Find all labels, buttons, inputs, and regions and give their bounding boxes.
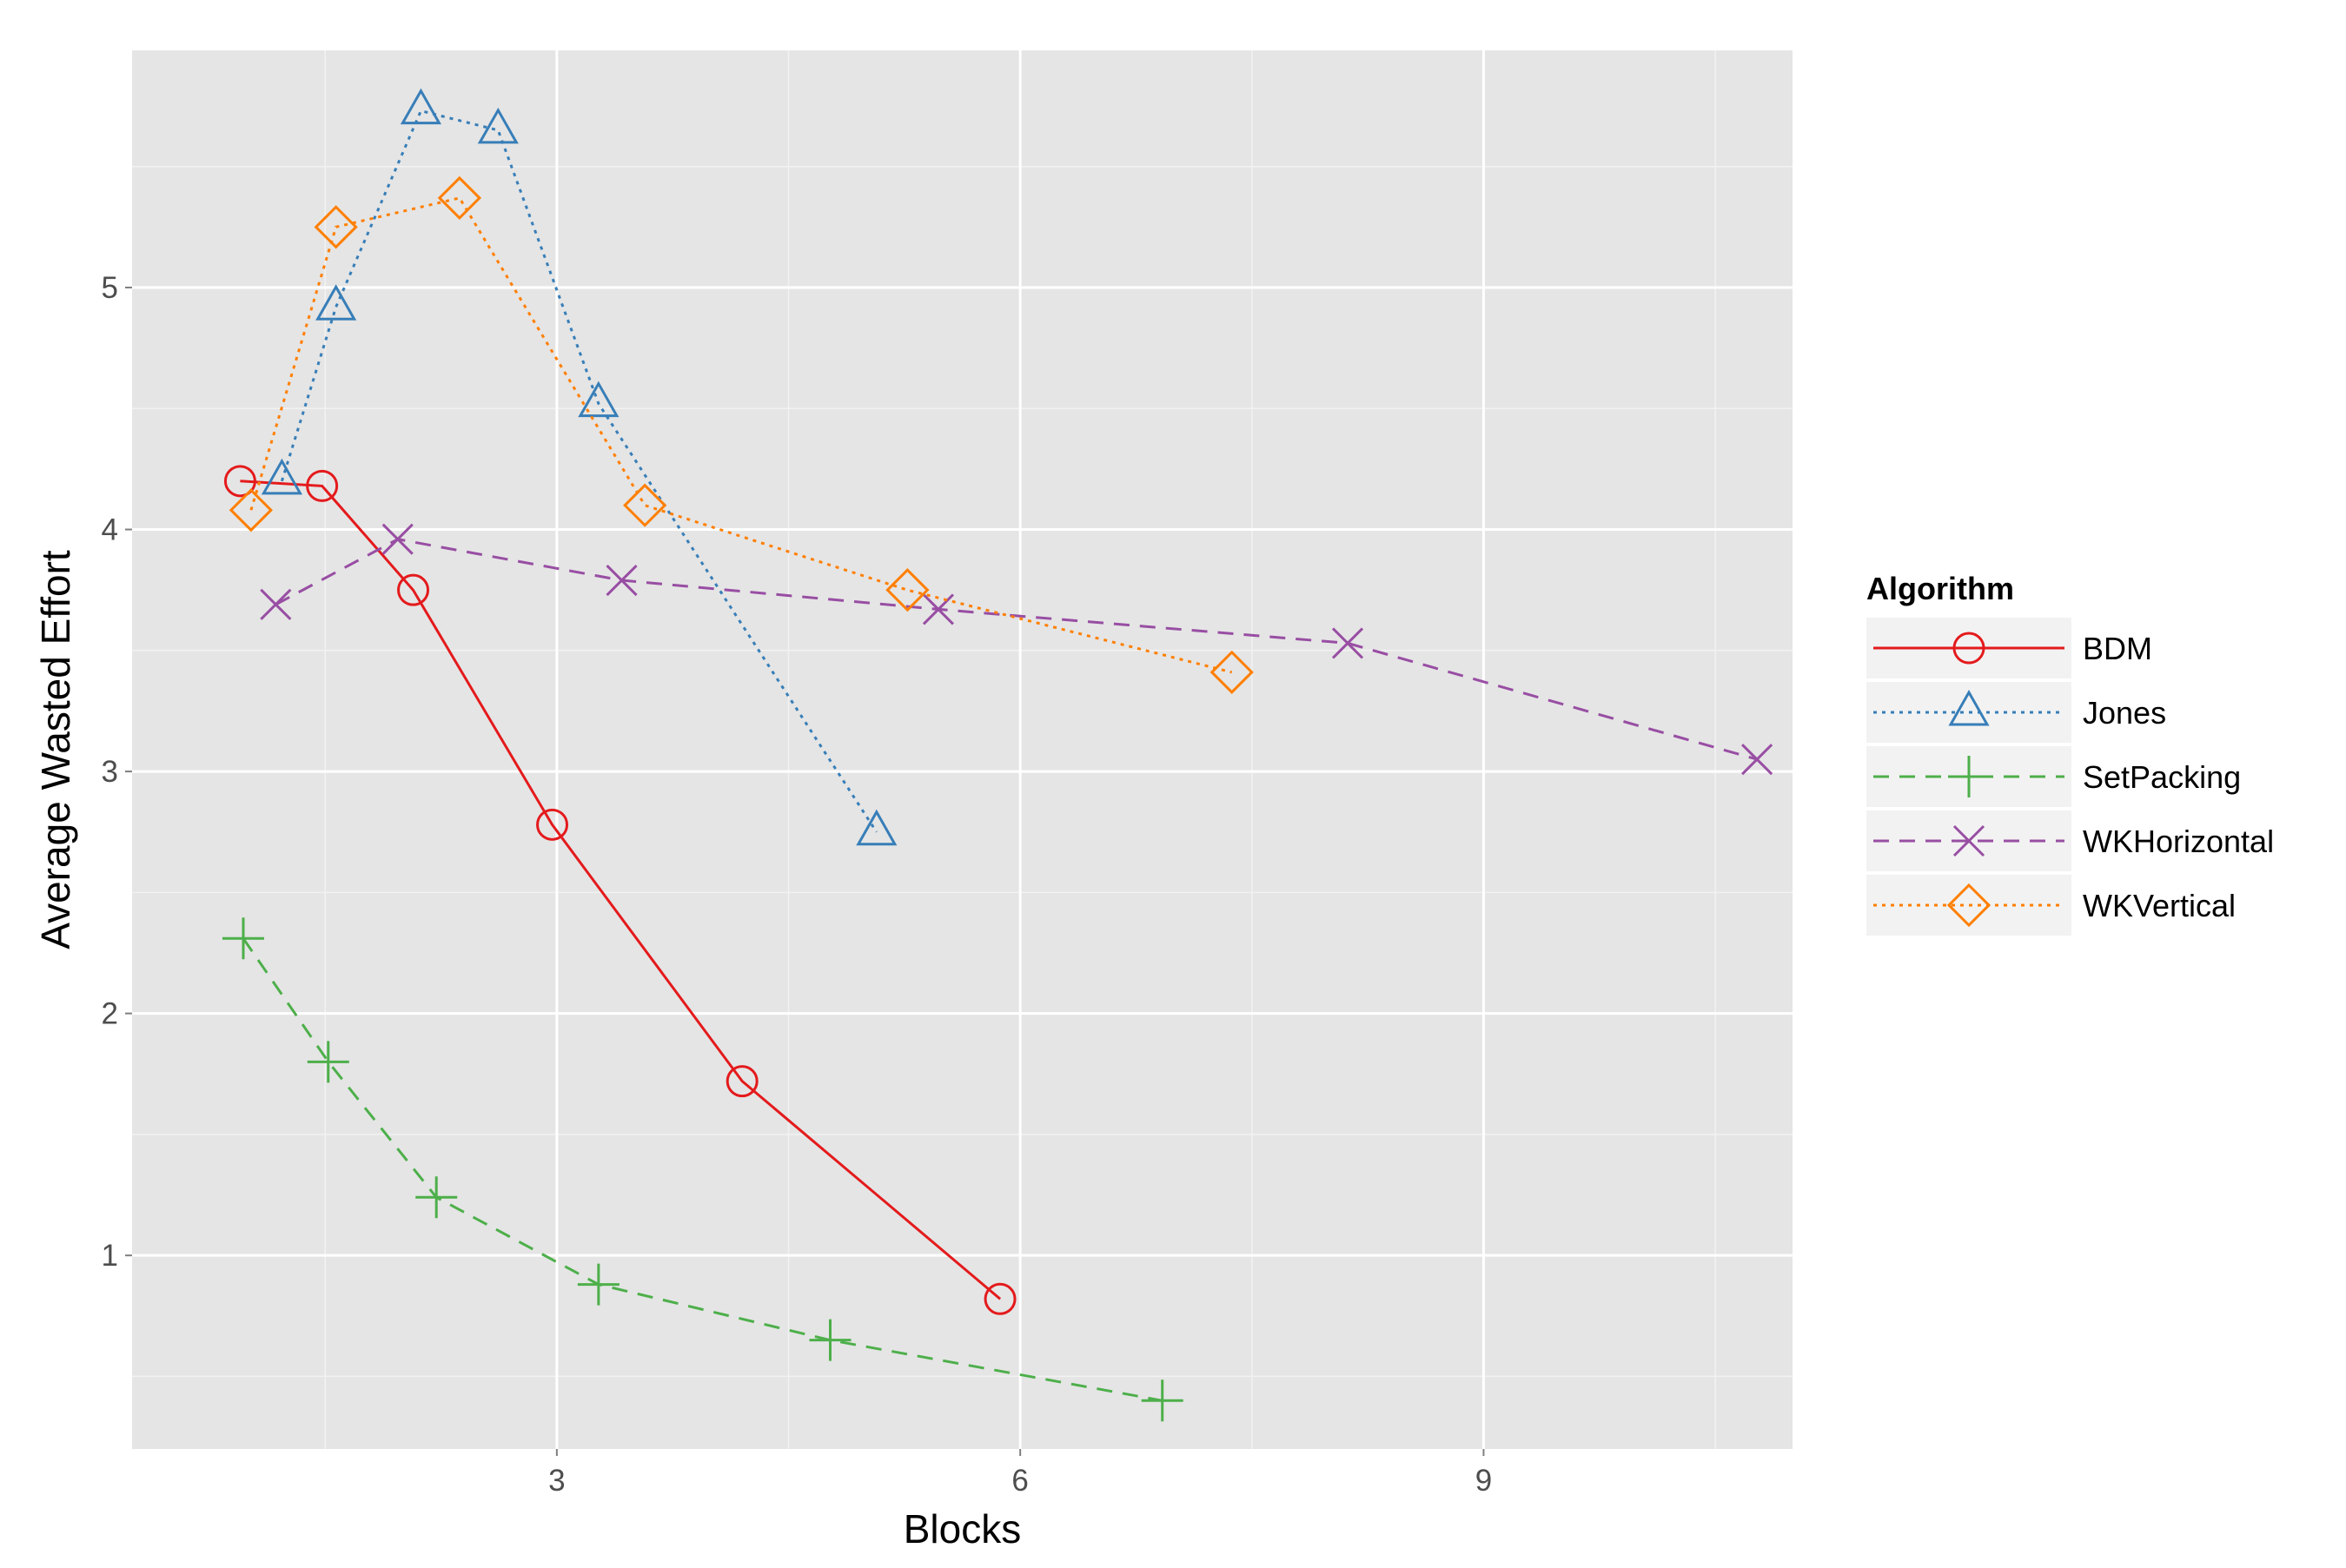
series-wkhorizontal [260, 523, 1773, 776]
data-point-wkhorizontal [1331, 627, 1364, 659]
series-setpacking [222, 917, 1183, 1422]
y-tick-label: 4 [102, 513, 118, 547]
data-point-wkhorizontal [381, 523, 414, 555]
data-point-wkvertical [314, 205, 358, 249]
x-tick-label: 9 [1475, 1464, 1492, 1498]
data-point-setpacking [415, 1176, 458, 1219]
legend-marker-jones [1948, 689, 1990, 726]
legend-marker-bdm [1952, 632, 1985, 665]
plot-panel [132, 50, 1793, 1449]
data-point-wkhorizontal [922, 593, 955, 625]
legend-marker-setpacking [1948, 756, 1990, 797]
x-tick-label: 6 [1011, 1464, 1028, 1498]
legend-title: Algorithm [1866, 571, 2014, 606]
legend-item-bdm: BDM [1866, 618, 2152, 678]
y-tick-label: 1 [102, 1239, 118, 1273]
data-point-jones [315, 284, 357, 321]
data-point-setpacking [1141, 1379, 1183, 1422]
series-bdm [223, 465, 1017, 1315]
data-point-wkvertical [623, 483, 667, 527]
series-line-wkvertical [249, 196, 1233, 674]
data-point-setpacking [577, 1263, 620, 1306]
x-tick-label: 3 [548, 1464, 565, 1498]
data-point-wkvertical [1209, 650, 1254, 694]
data-point-wkvertical [437, 175, 481, 221]
data-point-bdm [397, 573, 430, 606]
x-axis-title: Blocks [904, 1506, 1021, 1551]
legend: Algorithm BDM Jones SetPacking WKHorizontal W… [1866, 571, 2274, 936]
data-point-wkvertical [229, 488, 274, 533]
grid-lines [132, 50, 1793, 1449]
data-point-jones [856, 809, 898, 846]
legend-item-wkhorizontal: WKHorizontal [1866, 810, 2274, 871]
legend-label-jones: Jones [2083, 695, 2166, 731]
series-wkvertical [229, 175, 1254, 694]
data-point-wkhorizontal [606, 564, 638, 597]
y-tick-label: 3 [102, 755, 118, 789]
data-point-jones [400, 88, 442, 125]
data-point-setpacking [222, 917, 264, 960]
data-point-setpacking [307, 1041, 349, 1083]
data-point-setpacking [809, 1319, 852, 1361]
series-jones [261, 88, 898, 846]
legend-label-wkhorizontal: WKHorizontal [2083, 824, 2274, 859]
legend-item-jones: Jones [1866, 682, 2166, 743]
series-group [222, 88, 1773, 1422]
series-line-wkhorizontal [275, 538, 1758, 761]
legend-marker-wkhorizontal [1952, 824, 1985, 857]
series-line-jones [280, 109, 878, 833]
data-point-bdm [536, 808, 569, 841]
data-point-wkhorizontal [260, 588, 292, 620]
data-point-jones [477, 107, 519, 144]
legend-item-setpacking: SetPacking [1866, 746, 2241, 807]
legend-marker-wkvertical [1946, 883, 1991, 928]
y-axis-title: Average Wasted Effort [33, 550, 78, 949]
data-point-wkvertical [885, 568, 930, 612]
data-point-bdm [223, 465, 256, 498]
legend-label-bdm: BDM [2083, 631, 2152, 666]
y-tick-label: 5 [102, 271, 118, 305]
data-point-jones [578, 380, 620, 418]
data-point-wkhorizontal [1741, 744, 1773, 776]
y-tick-label: 2 [102, 997, 118, 1031]
data-point-bdm [306, 469, 339, 502]
data-point-jones [261, 458, 303, 495]
legend-label-setpacking: SetPacking [2083, 759, 2241, 795]
legend-label-wkvertical: WKVertical [2083, 888, 2236, 923]
legend-item-wkvertical: WKVertical [1866, 875, 2236, 936]
data-point-bdm [984, 1282, 1017, 1315]
data-point-bdm [726, 1065, 759, 1098]
